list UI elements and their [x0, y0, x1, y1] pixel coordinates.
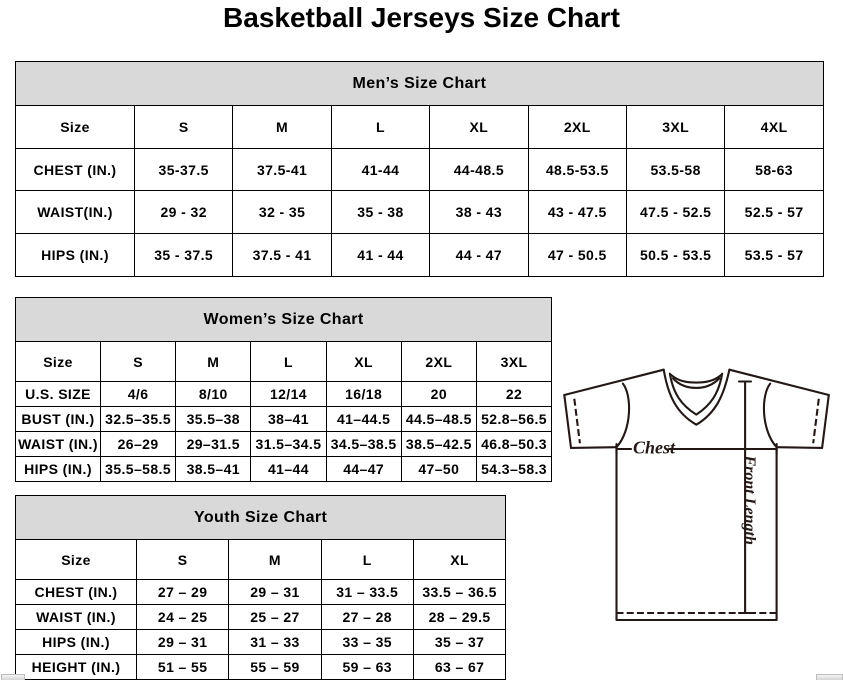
- svg-text:Front Length: Front Length: [741, 455, 758, 545]
- svg-text:Chest: Chest: [633, 438, 676, 458]
